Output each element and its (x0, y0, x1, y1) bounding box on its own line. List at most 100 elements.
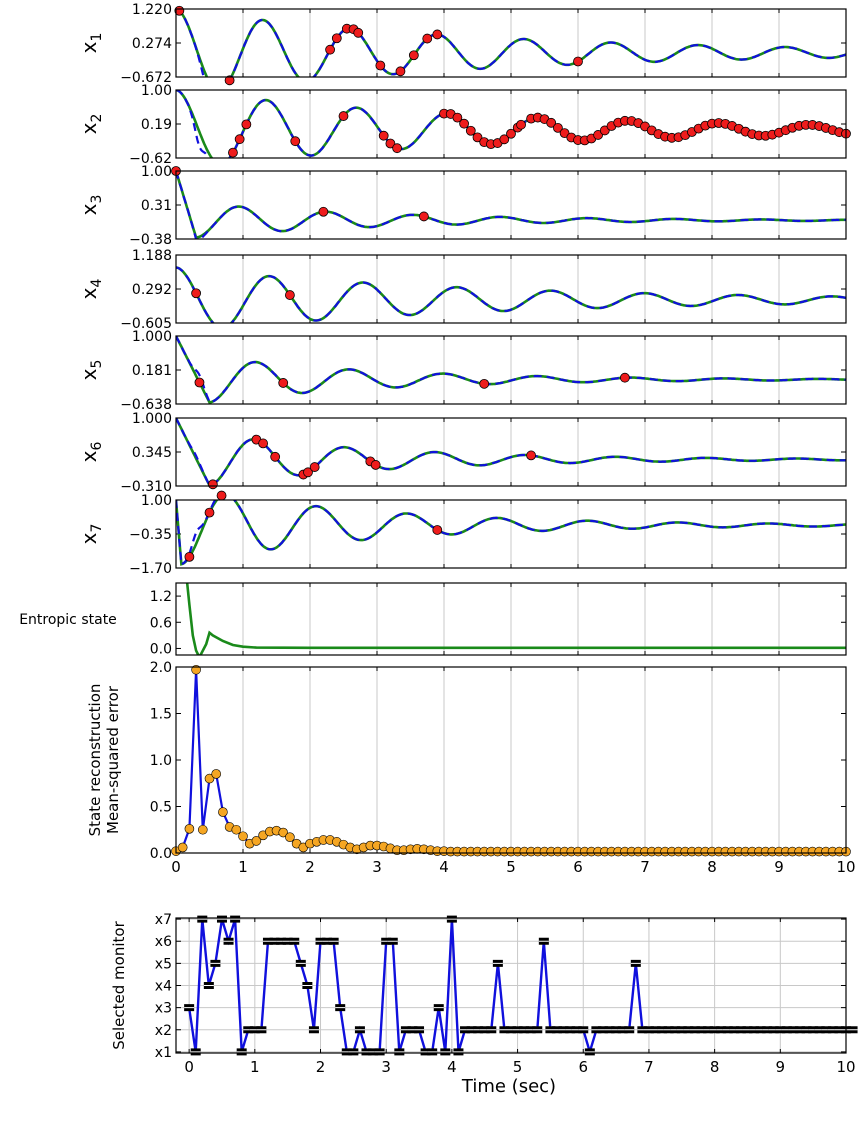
sample-point (338, 111, 349, 121)
panel-x1: 1.220 0.274 −0.672 x1 (77, 2, 847, 86)
y-axis-label-text: x7 (77, 524, 105, 545)
series-estimate (176, 9, 846, 77)
sample-point (207, 479, 218, 490)
y-label-main: x (77, 287, 101, 299)
y-label-subscript: 6 (89, 442, 105, 451)
panel-x6: 1.000 0.345 −0.310 x6 (77, 411, 847, 495)
sample-point (278, 378, 289, 388)
y-axis-label: x5 (77, 360, 105, 381)
y-axis-label-text: x2 (77, 114, 105, 135)
panel-x2: 1.00 0.19 −0.62 x2 (77, 83, 851, 167)
y-axis-label: x6 (77, 442, 105, 463)
panel-x3: 1.00 0.31 −0.38 x3 (77, 164, 847, 248)
sample-point (241, 119, 252, 130)
series-estimate (176, 500, 846, 566)
panel-frame (175, 89, 847, 159)
y-tick-label: 1.2 (150, 589, 172, 605)
y-tick-label: 1.220 (132, 2, 172, 18)
y-axis-label: x1 (77, 33, 105, 54)
plot-area (176, 500, 846, 566)
y-tick-label: 0.6 (150, 615, 172, 631)
y-tick-label: x7 (155, 912, 172, 928)
y-tick-label: −0.638 (120, 397, 172, 413)
y-tick-label: −0.310 (120, 479, 172, 495)
mse-point (211, 769, 221, 779)
x-tick-label: 4 (447, 1058, 457, 1076)
sample-point (385, 138, 396, 149)
x-tick-label: 3 (372, 858, 382, 876)
y-axis-label: x2 (77, 114, 105, 135)
y-axis-label-text: x3 (77, 195, 105, 216)
y-tick-label: 1.00 (141, 83, 172, 99)
y-tick-label: −0.35 (129, 527, 172, 543)
y-tick-label: x1 (155, 1045, 172, 1061)
series-estimate (176, 336, 846, 404)
sample-point (353, 27, 364, 38)
x-tick-label: 10 (836, 1058, 855, 1076)
y-tick-label: 0.181 (132, 363, 172, 379)
sample-point (216, 490, 227, 501)
y-label-main: x (77, 450, 101, 462)
plot-area (185, 583, 846, 655)
y-tick-label: −1.70 (129, 561, 172, 577)
y-tick-label: x3 (155, 1001, 172, 1017)
panel-frame (175, 582, 847, 656)
sample-point (270, 451, 281, 462)
x-tick-label: 5 (506, 858, 516, 876)
panel-x7: 1.00 −0.35 −1.70 x7 (77, 490, 847, 577)
y-tick-label: x2 (155, 1023, 172, 1039)
mse-point (231, 824, 242, 835)
plot-area (176, 171, 846, 239)
y-label-main: x (77, 368, 101, 380)
y-tick-label: x4 (155, 979, 172, 995)
sample-point (303, 467, 313, 478)
x-tick-label: 1 (250, 1058, 260, 1076)
y-tick-label: −0.605 (120, 316, 172, 332)
y-tick-label: 1.000 (132, 329, 172, 345)
panel-frame (175, 335, 847, 405)
sample-point (290, 136, 301, 147)
x-tick-label: 3 (381, 1058, 391, 1076)
x-tick-label: 0 (184, 1058, 194, 1076)
x-tick-label: 8 (710, 1058, 720, 1076)
sample-point (620, 372, 630, 383)
y-tick-label: 1.00 (141, 493, 172, 509)
y-tick-label: 0.19 (141, 117, 172, 133)
mse-point (278, 827, 289, 838)
series-estimate (176, 171, 846, 239)
x-tick-label: 9 (774, 858, 784, 876)
x-tick-label: 1 (238, 858, 248, 876)
x-tick-label: 5 (513, 1058, 523, 1076)
plot-area (176, 418, 846, 486)
x-tick-label: 2 (305, 858, 315, 876)
sample-point (378, 130, 389, 141)
sample-point (516, 119, 526, 130)
sample-point (506, 128, 516, 139)
y-tick-label: −0.62 (129, 151, 172, 167)
y-tick-label: 0.0 (150, 846, 172, 862)
panel-frame (175, 666, 847, 854)
y-tick-label: −0.672 (120, 70, 172, 86)
y-tick-label: x6 (155, 934, 172, 950)
sample-point (452, 112, 463, 123)
y-label-subscript: 1 (89, 33, 105, 42)
sample-point (553, 122, 563, 133)
mse-point (251, 836, 262, 846)
x-tick-label: 4 (439, 858, 449, 876)
mse-point (184, 824, 195, 834)
y-label-main: x (77, 203, 101, 215)
sample-point (234, 134, 245, 145)
mse-point (198, 824, 208, 835)
y-tick-label: 1.188 (132, 248, 172, 264)
panel-entropic: 1.2 0.6 0.0 Entropic state (19, 582, 847, 657)
sample-point (258, 438, 269, 449)
sample-point (599, 125, 610, 136)
sample-point (194, 377, 205, 388)
x-axis-label: Time (sec) (461, 1076, 556, 1097)
sample-point (465, 125, 476, 136)
y-label-subscript: 3 (89, 195, 105, 204)
x-tick-label: 2 (316, 1058, 326, 1076)
y-axis-label: Selected monitor (110, 920, 128, 1049)
y-label-main: x (77, 532, 101, 544)
mse-point (204, 773, 215, 784)
